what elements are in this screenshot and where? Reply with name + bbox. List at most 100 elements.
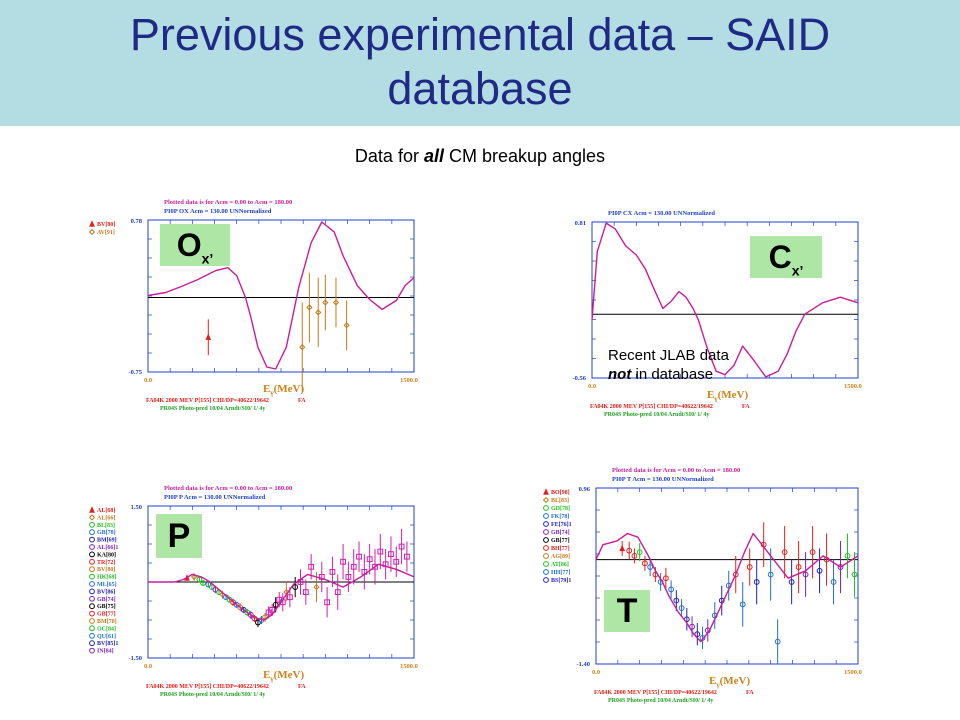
cx-badge-main: C [768, 239, 792, 275]
data-point [340, 558, 346, 565]
data-point [809, 549, 816, 556]
legend-marker [89, 632, 95, 639]
data-point [668, 586, 675, 593]
legend-label: AL[66] [97, 515, 115, 521]
footer-solution: FA04K 2000 MEV P[155] CHI/DP=40622/19642 [590, 404, 713, 410]
data-point [647, 564, 654, 570]
data-point [272, 601, 279, 608]
legend-label: BL[83] [551, 498, 569, 504]
data-point [299, 344, 306, 351]
data-point [377, 548, 384, 555]
x-tick-label-left: 0.0 [588, 383, 596, 390]
y-tick-label-bottom: -1.50 [128, 655, 142, 662]
data-point [662, 575, 669, 582]
title-line-1: Previous experimental data – SAID [129, 9, 831, 60]
data-point [292, 584, 299, 590]
legend-marker [89, 506, 95, 513]
subtitle-pre: Data for [354, 146, 424, 166]
x-tick-label-right: 1500.0 [844, 383, 862, 390]
legend-label: QU[61] [97, 634, 116, 640]
data-point [673, 597, 680, 604]
legend-marker [89, 610, 95, 617]
data-point [816, 567, 823, 574]
legend-label: FK[78] [551, 514, 569, 520]
legend-marker [543, 569, 549, 575]
legend-marker [89, 573, 95, 580]
data-point [332, 299, 340, 306]
data-point [732, 571, 739, 578]
cx-badge: Cx’ [750, 236, 822, 278]
legend-label: TR[72] [97, 560, 115, 566]
x-axis-label-main: E [263, 669, 270, 681]
legend-marker [542, 496, 550, 504]
x-axis-label-unit: (MeV) [274, 669, 305, 681]
legend-marker [89, 536, 95, 543]
footer-prediction: PR04S Photo-pred 10/04 Arndt/SI0/ 1/ 4y [160, 692, 265, 698]
p-chart: Plotted data is for Acm = 0.00 to Acm = … [88, 485, 418, 698]
y-tick-label-bottom: -1.40 [576, 661, 590, 668]
legend-label: BV[80] [97, 567, 115, 573]
legend-marker [88, 228, 96, 236]
ox-chart: Plotted data is for Acm = 0.00 to Acm = … [88, 199, 418, 412]
x-axis-label-main: E [709, 675, 716, 687]
data-point [329, 568, 336, 575]
y-tick-label-top: 0.81 [575, 220, 586, 227]
x-tick-label-right: 1500.0 [844, 669, 862, 676]
legend-label: BO[98] [551, 490, 570, 496]
legend-label: GB[74] [97, 597, 116, 603]
legend-label: GB[75] [97, 604, 116, 610]
legend-marker [88, 514, 96, 521]
data-point [334, 589, 341, 596]
legend-label: KA[80] [97, 552, 116, 558]
x-tick-label-right: 1500.0 [400, 377, 418, 384]
legend-marker [543, 545, 549, 551]
x-axis-label: Eγ(MeV) [707, 389, 748, 403]
legend-marker [543, 553, 549, 559]
chart-header-1: Plotted data is for Acm = 0.00 to Acm = … [612, 467, 740, 474]
x-axis-label: Eγ(MeV) [263, 383, 304, 397]
y-tick-label-bottom: -0.56 [572, 375, 586, 382]
x-axis-label-main: E [707, 389, 714, 401]
legend-marker [543, 488, 549, 495]
x-tick-label-right: 1500.0 [400, 663, 418, 670]
legend-marker [89, 618, 95, 624]
data-point [626, 547, 633, 554]
legend-marker [89, 588, 95, 595]
data-point [302, 589, 309, 596]
legend-label: IN[84] [97, 649, 114, 655]
data-point [205, 333, 212, 340]
p-badge-main: P [167, 517, 191, 555]
footer-tag: FA [298, 398, 306, 404]
legend-label: HK[68] [97, 575, 116, 581]
data-point [746, 564, 753, 570]
t-badge: T [604, 590, 650, 632]
chart-header-2: PI0P T Acm = 130.00 UNNormalized [612, 476, 714, 483]
legend-marker [543, 537, 549, 543]
data-point [631, 552, 638, 559]
data-point [795, 564, 802, 570]
legend-marker [89, 581, 95, 587]
legend-marker [89, 640, 95, 647]
ox-badge: Ox’ [160, 224, 230, 266]
legend-marker [543, 561, 549, 567]
footer-tag: FA [746, 690, 754, 696]
ox-badge-main: O [176, 227, 202, 263]
footer-prediction: PR04S Photo-pred 10/04 Arndt/SI0/ 1/ 4y [604, 412, 709, 418]
data-point [308, 563, 315, 570]
data-point [851, 571, 858, 578]
data-point [306, 304, 313, 311]
data-point [774, 638, 781, 645]
x-axis-label-sub: γ [269, 389, 274, 397]
ox-badge-sub: x’ [201, 250, 214, 267]
legend-label: BL[83] [97, 523, 115, 529]
y-tick-label-top: 0.96 [579, 486, 591, 493]
data-point [318, 574, 325, 580]
legend-marker [543, 529, 549, 535]
page-title: Previous experimental data – SAID databa… [0, 8, 960, 116]
legend-label: AT[86] [551, 562, 569, 568]
y-tick-label-top: 0.78 [131, 218, 143, 225]
legend-marker [89, 551, 95, 558]
footer-tag: FA [742, 404, 750, 410]
solution-curve [148, 563, 415, 621]
legend-marker [89, 529, 95, 536]
